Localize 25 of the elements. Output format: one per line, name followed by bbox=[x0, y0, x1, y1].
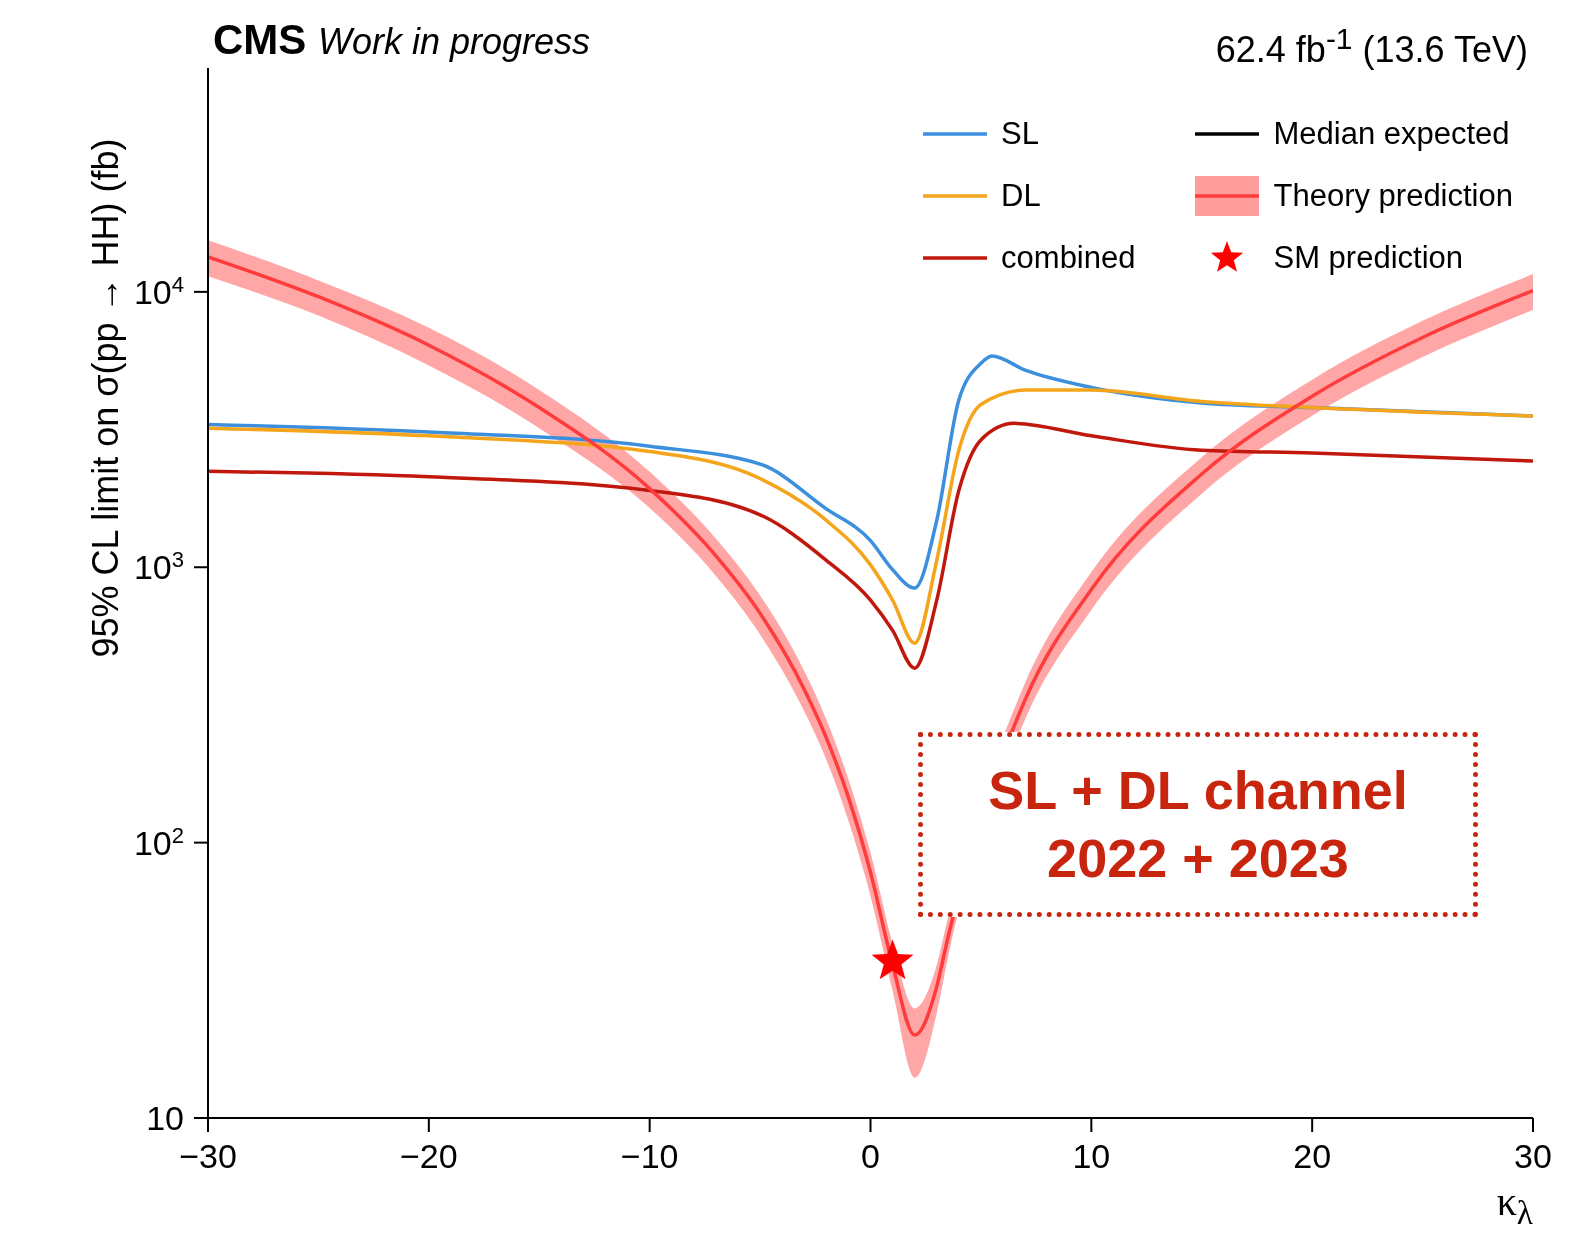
legend-label: DL bbox=[1001, 178, 1041, 214]
legend-label: SM prediction bbox=[1273, 240, 1464, 276]
y-tick-label: 10 bbox=[146, 1099, 184, 1137]
y-tick-label: 10$^{4}$ bbox=[133, 271, 184, 311]
chart-title: CMS bbox=[213, 16, 307, 63]
x-tick-label: 10 bbox=[1072, 1137, 1111, 1175]
chart-subtitle: Work in progress bbox=[318, 21, 591, 62]
y-tick-label: 10$^{2}$ bbox=[133, 822, 184, 862]
annotation: 62.4 fb$^{-1}$ (13.6 TeV) bbox=[1215, 22, 1528, 71]
y-tick-label: 10$^{3}$ bbox=[133, 546, 184, 587]
x-tick-label: −30 bbox=[179, 1137, 237, 1175]
line-series bbox=[208, 421, 1533, 670]
y-axis-title: 95% CL limit on σ(pp → HH) (fb) bbox=[85, 138, 127, 658]
annotation: SL + DL channel 2022 + 2023 bbox=[987, 759, 1409, 890]
x-tick-label: 0 bbox=[861, 1137, 880, 1175]
line-series bbox=[208, 388, 1533, 645]
x-axis-title: κ$_{λ}$ bbox=[1496, 1178, 1533, 1232]
x-tick-label: 30 bbox=[1514, 1137, 1552, 1175]
x-tick-label: −20 bbox=[399, 1137, 458, 1175]
legend-label: Theory prediction bbox=[1273, 178, 1513, 214]
legend-label: combined bbox=[1001, 240, 1136, 276]
x-tick-label: −10 bbox=[620, 1137, 679, 1175]
x-tick-label: 20 bbox=[1293, 1137, 1332, 1175]
legend-label: SL bbox=[1001, 116, 1039, 152]
legend-label: Median expected bbox=[1273, 116, 1510, 152]
